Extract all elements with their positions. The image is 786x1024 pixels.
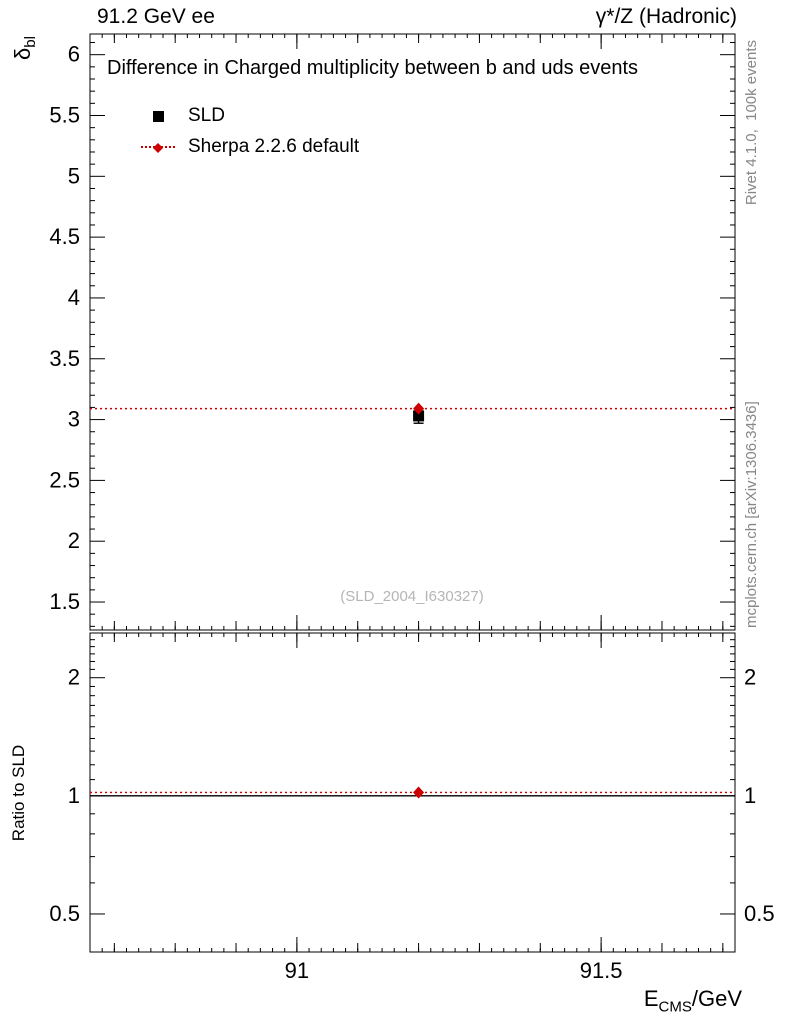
- tick-label: 2.5: [49, 467, 80, 492]
- tick-label: 5.5: [49, 102, 80, 127]
- sherpa-dotted-line-icon: [141, 143, 175, 153]
- x-axis-title-sub: CMS: [658, 998, 692, 1016]
- sld-marker-wrap: [141, 110, 175, 122]
- tick-label: 2: [68, 528, 80, 553]
- legend: SLD Sherpa 2.2.6 default: [141, 105, 360, 157]
- legend-label-sherpa: Sherpa 2.2.6 default: [188, 136, 360, 157]
- tick-label: 5: [68, 163, 80, 188]
- tick-label: 1: [744, 783, 756, 808]
- sherpa-marker-wrap: [141, 143, 175, 153]
- series-sherpa-2.2.6-default: [90, 402, 735, 415]
- plot-title: Difference in Charged multiplicity betwe…: [107, 57, 639, 79]
- x-axis-title-suffix: /GeV: [691, 986, 742, 1011]
- tick-label: 0.5: [744, 901, 775, 926]
- panel-frame: [89, 33, 736, 631]
- header-beam-energy: 91.2 GeV ee: [97, 5, 215, 28]
- tick-label: 3.5: [49, 346, 80, 371]
- sld-square-marker-icon: [152, 110, 164, 122]
- tick-label: 2: [68, 665, 80, 690]
- series-sherpa-2.2.6-default: [90, 786, 735, 799]
- panel-0: [89, 33, 736, 631]
- tick-label: 3: [68, 407, 80, 432]
- mcplots-credit-text: mcplots.cern.ch [arXiv:1306.3436]: [743, 401, 760, 628]
- x-axis-title: ECMS/GeV: [644, 986, 742, 1015]
- data-point-square: [413, 410, 425, 422]
- header-process: γ*/Z (Hadronic): [595, 5, 737, 28]
- legend-item-sld: SLD: [141, 105, 359, 126]
- main-y-axis-title-main: δ: [10, 48, 35, 60]
- x-axis-title-main: E: [643, 986, 659, 1011]
- tick-label: 0.5: [49, 901, 80, 926]
- ratio-y-axis-title: Ratio to SLD: [9, 745, 28, 841]
- tick-label: 4.5: [49, 224, 80, 249]
- tick-label: 1: [68, 783, 80, 808]
- tick-label: 91.5: [580, 958, 623, 983]
- panel-1: [89, 632, 736, 953]
- legend-label-sld: SLD: [188, 105, 225, 126]
- main-y-axis-title-sub: bl: [22, 36, 39, 48]
- data-point-diamond: [413, 402, 425, 415]
- tick-label: 2: [744, 665, 756, 690]
- tick-label: 1.5: [49, 589, 80, 614]
- main-y-axis-title: δbl: [10, 36, 39, 60]
- analysis-id-watermark: (SLD_2004_I630327): [340, 588, 484, 605]
- tick-label: 4: [68, 285, 80, 310]
- tick-label: 91: [285, 958, 309, 983]
- data-point-diamond: [413, 786, 425, 799]
- legend-item-sherpa: Sherpa 2.2.6 default: [141, 136, 360, 157]
- rivet-version-text: Rivet 4.1.0, 100k events: [743, 40, 760, 205]
- tick-label: 6: [68, 42, 80, 67]
